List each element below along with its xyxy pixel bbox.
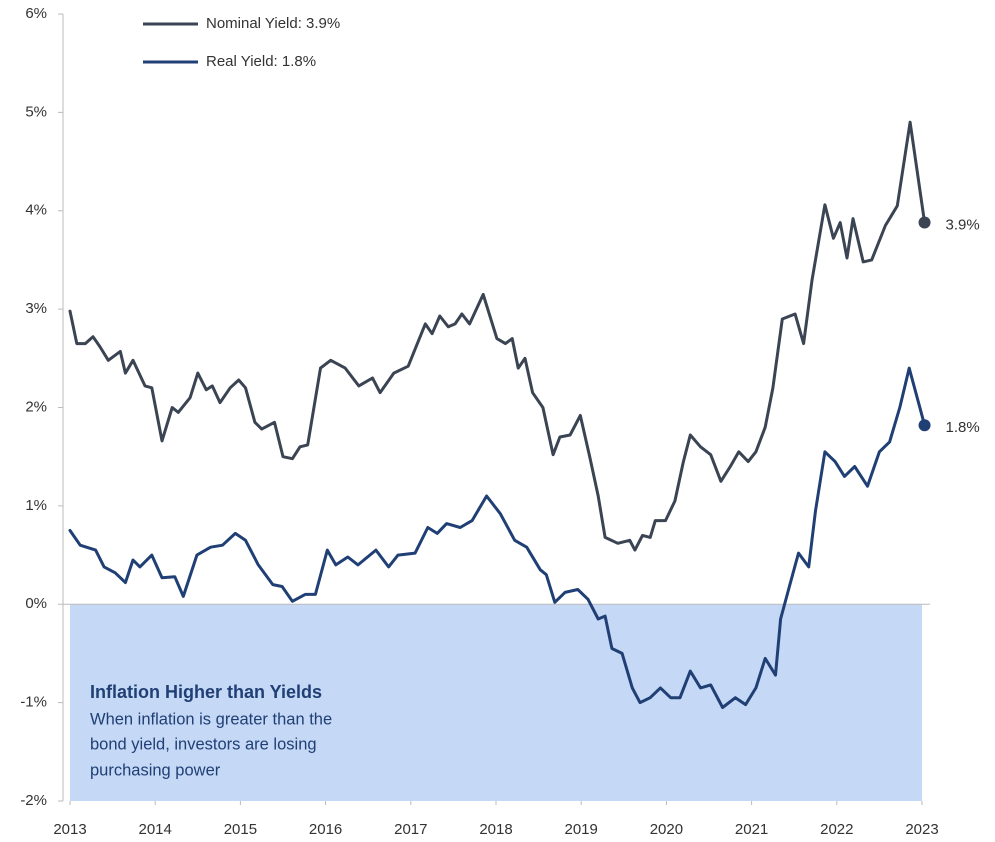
legend-label: Real Yield: 1.8% — [206, 53, 316, 70]
y-tick-label: 6% — [25, 5, 47, 22]
x-tick-label: 2020 — [650, 821, 683, 838]
y-tick-label: 5% — [25, 103, 47, 120]
annotation-line: bond yield, investors are losing — [90, 735, 317, 753]
annotation-line: When inflation is greater than the — [90, 710, 332, 728]
y-tick-label: 4% — [25, 202, 47, 219]
y-tick-label: 1% — [25, 497, 47, 514]
x-tick-label: 2023 — [905, 821, 938, 838]
x-tick-label: 2017 — [394, 821, 427, 838]
x-tick-label: 2018 — [479, 821, 512, 838]
y-tick-label: 2% — [25, 398, 47, 415]
x-tick-label: 2022 — [820, 821, 853, 838]
labels-layer: Inflation Higher than Yields When inflat… — [20, 5, 979, 838]
series-line — [68, 120, 927, 552]
x-tick-label: 2013 — [53, 821, 86, 838]
y-tick-label: -1% — [20, 694, 47, 711]
x-tick-label: 2015 — [224, 821, 257, 838]
lines-layer — [68, 120, 931, 709]
y-tick-label: 3% — [25, 300, 47, 317]
y-tick-label: -2% — [20, 792, 47, 809]
series-line — [68, 366, 927, 709]
x-tick-label: 2021 — [735, 821, 768, 838]
y-tick-label: 0% — [25, 595, 47, 612]
x-tick-label: 2016 — [309, 821, 342, 838]
end-point — [918, 216, 931, 229]
legend-label: Nominal Yield: 3.9% — [206, 15, 340, 32]
end-label: 3.9% — [946, 217, 980, 234]
end-point — [918, 419, 931, 432]
annotation-title: Inflation Higher than Yields — [90, 682, 322, 702]
x-tick-label: 2019 — [565, 821, 598, 838]
end-label: 1.8% — [946, 419, 980, 436]
annotation-line: purchasing power — [90, 761, 221, 779]
x-tick-label: 2014 — [139, 821, 172, 838]
